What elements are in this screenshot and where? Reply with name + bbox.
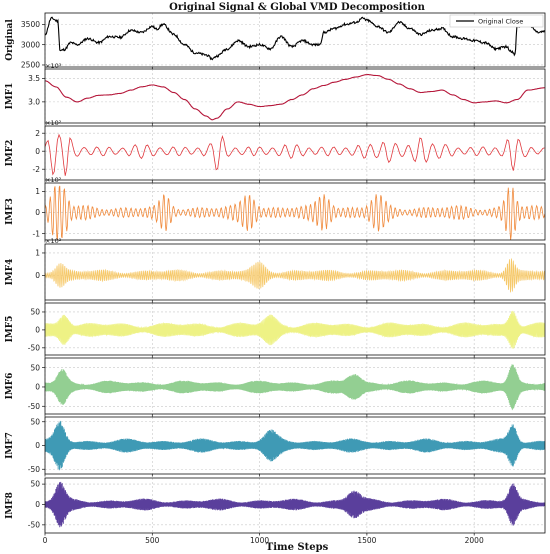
y-tick-label: 0 bbox=[35, 500, 40, 509]
legend-box bbox=[449, 14, 544, 28]
axis-multiplier: ×10² bbox=[45, 237, 62, 245]
panel-frame bbox=[44, 125, 546, 181]
x-axis-label: Time Steps bbox=[266, 542, 329, 553]
series-line-original bbox=[45, 16, 545, 61]
y-tick-label: 3.5 bbox=[28, 74, 40, 83]
y-axis-label: IMF4 bbox=[5, 259, 15, 286]
series-line-imf1 bbox=[45, 74, 545, 121]
x-tick-label: 500 bbox=[145, 536, 160, 545]
y-tick-label: 1 bbox=[35, 249, 40, 258]
y-tick-label: 50 bbox=[30, 417, 40, 426]
y-axis-label: IMF6 bbox=[5, 373, 15, 400]
legend: Original Close bbox=[449, 14, 544, 28]
x-tick-label: 2000 bbox=[465, 536, 484, 545]
y-tick-label: 2500 bbox=[21, 61, 40, 70]
y-tick-label: 3500 bbox=[21, 20, 40, 29]
y-tick-label: 0 bbox=[35, 271, 40, 280]
y-axis-label: IMF5 bbox=[5, 316, 15, 343]
panel-imf1: 3.0 3.5 ×10³ IMF1 bbox=[5, 62, 546, 126]
y-tick-label: 50 bbox=[30, 363, 40, 372]
series-line-imf4 bbox=[45, 258, 545, 293]
series-line-imf8 bbox=[45, 481, 545, 528]
legend-label: Original Close bbox=[478, 18, 523, 26]
y-tick-label: 0 bbox=[35, 147, 40, 156]
y-tick-label: 3000 bbox=[21, 40, 40, 49]
x-tick-label: 1500 bbox=[357, 536, 376, 545]
panel-imf4: 0 1 ×10² IMF4 bbox=[5, 237, 546, 303]
panel-original: 2500 3000 3500 Original Original Close bbox=[5, 12, 546, 70]
y-tick-label: 50 bbox=[30, 308, 40, 317]
y-tick-label: 0 bbox=[35, 383, 40, 392]
y-tick-label: 2 bbox=[35, 129, 40, 138]
x-tick-label: 0 bbox=[43, 536, 48, 545]
panel-frame bbox=[44, 182, 546, 241]
series-line-imf2 bbox=[45, 133, 545, 176]
panel-frame bbox=[44, 12, 546, 68]
panel-frame bbox=[44, 302, 546, 356]
series-line-imf3 bbox=[45, 185, 545, 240]
panel-imf3: -1 0 1 ×10² IMF3 bbox=[5, 176, 546, 243]
panel-frame bbox=[44, 357, 546, 415]
y-tick-label: -50 bbox=[28, 343, 40, 352]
chart-title: Original Signal & Global VMD Decompositi… bbox=[169, 2, 425, 13]
panel-frame bbox=[44, 477, 546, 534]
y-axis-label: IMF3 bbox=[5, 198, 15, 225]
y-tick-label: -50 bbox=[28, 520, 40, 529]
y-axis-label: IMF8 bbox=[5, 492, 15, 519]
y-tick-label: -2 bbox=[33, 165, 41, 174]
y-axis-label: IMF1 bbox=[5, 83, 15, 110]
y-axis-label: IMF2 bbox=[5, 140, 15, 167]
y-tick-label: -50 bbox=[28, 402, 40, 411]
y-tick-label: 0 bbox=[35, 208, 40, 217]
series-line-imf5 bbox=[45, 310, 545, 349]
axis-multiplier: ×10² bbox=[45, 119, 62, 127]
panel-frame bbox=[44, 243, 546, 301]
panel-imf5: -50 0 50 IMF5 bbox=[5, 302, 546, 358]
y-tick-label: 50 bbox=[30, 480, 40, 489]
panel-imf7: -50 0 50 IMF7 bbox=[5, 416, 546, 477]
axis-multiplier: ×10² bbox=[45, 176, 62, 184]
y-axis-label: Original bbox=[5, 19, 15, 61]
y-tick-label: 1 bbox=[35, 187, 40, 196]
y-axis-label: IMF7 bbox=[5, 432, 15, 459]
panel-imf2: -2 0 2 ×10² IMF2 bbox=[5, 119, 546, 183]
y-tick-label: -1 bbox=[33, 229, 41, 238]
y-tick-label: -50 bbox=[28, 465, 40, 474]
y-tick-label: 0 bbox=[35, 325, 40, 334]
y-tick-label: 3.0 bbox=[28, 97, 40, 106]
series-line-imf7 bbox=[45, 420, 545, 471]
x-tick-label: 1000 bbox=[250, 536, 269, 545]
y-tick-label: 0 bbox=[35, 441, 40, 450]
axis-multiplier: ×10³ bbox=[45, 62, 62, 70]
panel-frame bbox=[44, 68, 546, 124]
panel-imf6: -50 0 50 IMF6 bbox=[5, 357, 546, 417]
series-line-imf6 bbox=[45, 364, 545, 411]
